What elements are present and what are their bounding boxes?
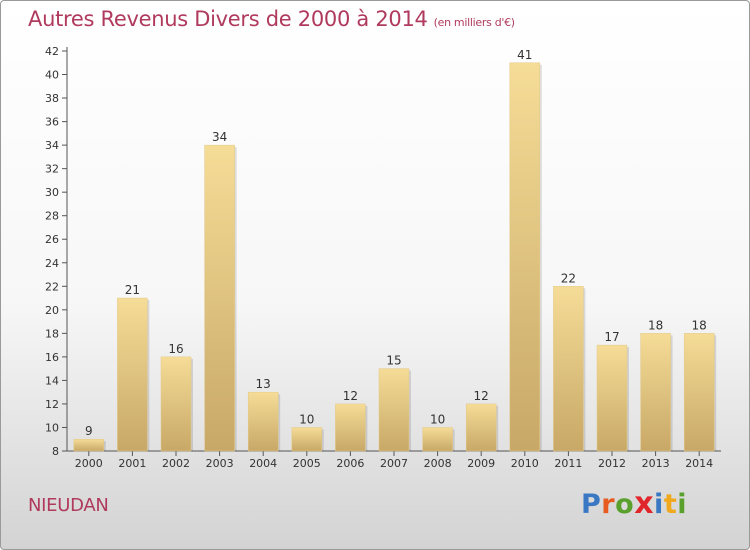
chart-unit: (en milliers d'€) bbox=[433, 16, 515, 29]
y-tick-label: 8 bbox=[52, 445, 59, 458]
data-label: 12 bbox=[343, 389, 358, 403]
x-tick-label: 2003 bbox=[206, 457, 234, 470]
y-tick-label: 32 bbox=[45, 163, 59, 176]
y-tick-label: 34 bbox=[45, 139, 59, 152]
logo-letter: r bbox=[601, 489, 616, 520]
bars bbox=[73, 62, 717, 452]
data-label: 34 bbox=[212, 130, 227, 144]
x-tick-label: 2013 bbox=[642, 457, 670, 470]
bar bbox=[509, 62, 541, 452]
y-tick-label: 20 bbox=[45, 304, 59, 317]
y-tick-label: 38 bbox=[45, 92, 59, 105]
data-label: 16 bbox=[168, 342, 183, 356]
bar bbox=[291, 427, 323, 452]
data-label: 15 bbox=[386, 354, 401, 368]
data-label: 17 bbox=[604, 330, 619, 344]
data-label: 21 bbox=[125, 283, 140, 297]
y-tick-label: 16 bbox=[45, 351, 59, 364]
data-label: 9 bbox=[85, 424, 93, 438]
bar bbox=[117, 297, 148, 452]
x-tick-label: 2006 bbox=[336, 457, 364, 470]
y-tick-label: 36 bbox=[45, 116, 59, 129]
bar bbox=[335, 403, 366, 452]
y-tick-label: 14 bbox=[45, 374, 59, 387]
logo-letter: t bbox=[663, 489, 678, 520]
data-label: 12 bbox=[474, 389, 489, 403]
data-label: 13 bbox=[256, 377, 271, 391]
logo-letter: i bbox=[654, 489, 664, 520]
y-tick-label: 30 bbox=[45, 186, 59, 199]
bar bbox=[422, 427, 453, 452]
x-tick-label: 2011 bbox=[554, 457, 582, 470]
bar bbox=[465, 403, 497, 452]
logo-letter: x bbox=[634, 486, 655, 521]
y-tick-label: 28 bbox=[45, 210, 59, 223]
data-labels: 9 21 16 34 13 10 12 15 10 12 41 22 17 18 18 bbox=[85, 48, 707, 438]
x-tick-label: 2004 bbox=[249, 457, 277, 470]
x-tick-label: 2008 bbox=[424, 457, 452, 470]
y-tick-label: 22 bbox=[45, 280, 59, 293]
x-tick-label: 2012 bbox=[598, 457, 626, 470]
data-label: 10 bbox=[430, 412, 445, 426]
bar bbox=[160, 356, 192, 452]
logo-letter: o bbox=[615, 489, 635, 520]
bar bbox=[73, 438, 105, 452]
chart-title: Autres Revenus Divers de 2000 à 2014 (en … bbox=[28, 7, 515, 31]
data-label: 18 bbox=[692, 318, 707, 332]
chart-title-text: Autres Revenus Divers de 2000 à 2014 bbox=[28, 7, 428, 31]
y-tick-label: 18 bbox=[45, 327, 59, 340]
x-tick-label: 2010 bbox=[511, 457, 539, 470]
y-tick-label: 24 bbox=[45, 257, 59, 270]
commune-name: NIEUDAN bbox=[28, 495, 109, 516]
bar bbox=[683, 333, 715, 452]
y-tick-label: 12 bbox=[45, 398, 59, 411]
bar bbox=[378, 368, 410, 452]
bar bbox=[247, 391, 279, 452]
y-tick-label: 42 bbox=[45, 45, 59, 58]
proxiti-logo: Proxiti bbox=[581, 486, 687, 521]
x-tick-label: 2005 bbox=[293, 457, 321, 470]
data-label: 22 bbox=[561, 271, 576, 285]
bar bbox=[553, 286, 584, 452]
x-tick-label: 2009 bbox=[467, 457, 495, 470]
y-axis: 8 10 12 14 16 18 20 22 24 26 28 30 32 34 36 38 40 42 bbox=[45, 45, 68, 458]
x-tick-label: 2000 bbox=[75, 457, 103, 470]
data-label: 41 bbox=[517, 48, 532, 62]
data-label: 18 bbox=[648, 318, 663, 332]
y-tick-label: 10 bbox=[45, 421, 59, 434]
bar bbox=[640, 333, 671, 452]
logo-letter: i bbox=[677, 489, 687, 520]
bar bbox=[596, 344, 628, 452]
x-tick-label: 2007 bbox=[380, 457, 408, 470]
x-tick-label: 2001 bbox=[118, 457, 146, 470]
bar bbox=[204, 144, 235, 452]
x-axis: 2000 2001 2002 2003 2004 2005 2006 2007 2008 2009… bbox=[67, 450, 721, 470]
x-tick-label: 2014 bbox=[685, 457, 713, 470]
x-tick-label: 2002 bbox=[162, 457, 190, 470]
y-tick-label: 40 bbox=[45, 69, 59, 82]
logo-letter: P bbox=[581, 489, 602, 520]
data-label: 10 bbox=[299, 412, 314, 426]
y-tick-label: 26 bbox=[45, 233, 59, 246]
